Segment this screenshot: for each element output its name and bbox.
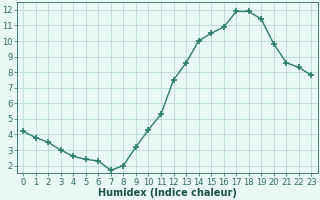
X-axis label: Humidex (Indice chaleur): Humidex (Indice chaleur)	[98, 188, 237, 198]
